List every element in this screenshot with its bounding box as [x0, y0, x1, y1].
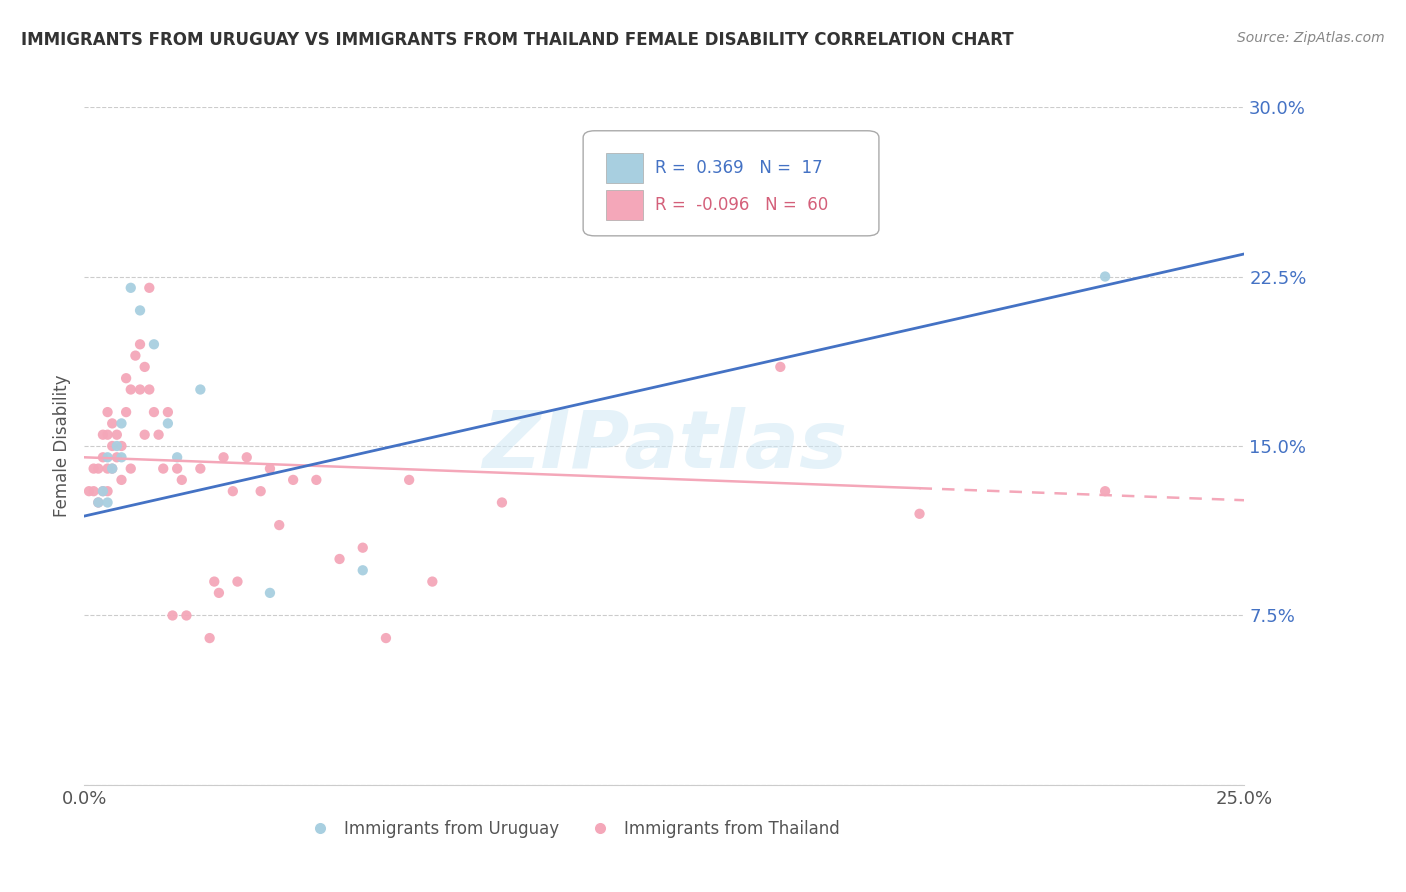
Point — [143, 337, 166, 351]
Text: Source: ZipAtlas.com: Source: ZipAtlas.com — [1237, 31, 1385, 45]
Point — [105, 450, 128, 465]
Point — [208, 586, 231, 600]
Point — [249, 484, 271, 499]
Point — [101, 461, 124, 475]
Point — [329, 552, 352, 566]
Point — [259, 461, 281, 475]
Point — [96, 495, 118, 509]
Text: R =  -0.096   N =  60: R = -0.096 N = 60 — [655, 195, 828, 214]
Point — [87, 495, 110, 509]
Text: ZIPatlas: ZIPatlas — [482, 407, 846, 485]
Point — [202, 574, 225, 589]
Point — [156, 405, 179, 419]
Point — [170, 473, 193, 487]
Point — [908, 507, 931, 521]
Point — [129, 303, 152, 318]
Point — [134, 427, 156, 442]
Point — [281, 473, 305, 487]
Point — [491, 495, 513, 509]
Point — [134, 359, 156, 374]
Point — [259, 586, 281, 600]
Bar — [606, 153, 644, 183]
Point — [422, 574, 444, 589]
Point — [110, 417, 132, 431]
Point — [96, 450, 118, 465]
Point — [138, 383, 160, 397]
Point — [120, 383, 142, 397]
Point — [110, 439, 132, 453]
Point — [152, 461, 174, 475]
Point — [129, 337, 152, 351]
Point — [398, 473, 420, 487]
Legend: Immigrants from Uruguay, Immigrants from Thailand: Immigrants from Uruguay, Immigrants from… — [297, 814, 846, 845]
Point — [96, 484, 118, 499]
Point — [120, 461, 142, 475]
Point — [138, 281, 160, 295]
Point — [198, 631, 221, 645]
Y-axis label: Female Disability: Female Disability — [53, 375, 72, 517]
Point — [143, 405, 166, 419]
Point — [87, 461, 110, 475]
Point — [77, 484, 100, 499]
Point — [105, 439, 128, 453]
Point — [1094, 269, 1116, 284]
Point — [96, 405, 118, 419]
Point — [110, 450, 132, 465]
Point — [176, 608, 198, 623]
FancyBboxPatch shape — [583, 131, 879, 235]
Point — [91, 450, 114, 465]
Point — [1094, 484, 1116, 499]
Point — [188, 383, 212, 397]
Point — [101, 461, 124, 475]
Text: IMMIGRANTS FROM URUGUAY VS IMMIGRANTS FROM THAILAND FEMALE DISABILITY CORRELATIO: IMMIGRANTS FROM URUGUAY VS IMMIGRANTS FR… — [21, 31, 1014, 49]
Point — [305, 473, 328, 487]
Point — [166, 461, 188, 475]
Text: R =  0.369   N =  17: R = 0.369 N = 17 — [655, 159, 823, 177]
Point — [115, 405, 138, 419]
Point — [129, 383, 152, 397]
Bar — [606, 190, 644, 219]
Point — [769, 359, 792, 374]
Point — [162, 608, 184, 623]
Point — [352, 563, 374, 577]
Point — [269, 518, 291, 533]
Point — [115, 371, 138, 385]
Point — [110, 473, 132, 487]
Point — [166, 450, 188, 465]
Point — [212, 450, 235, 465]
Point — [87, 495, 110, 509]
Point — [236, 450, 259, 465]
Point — [96, 427, 118, 442]
Point — [101, 439, 124, 453]
Point — [91, 427, 114, 442]
Point — [124, 349, 146, 363]
Point — [91, 484, 114, 499]
Point — [96, 461, 118, 475]
Point — [105, 427, 128, 442]
Point — [222, 484, 245, 499]
Point — [91, 484, 114, 499]
Point — [188, 461, 212, 475]
Point — [101, 417, 124, 431]
Point — [148, 427, 170, 442]
Point — [352, 541, 374, 555]
Point — [226, 574, 249, 589]
Point — [83, 484, 105, 499]
Point — [120, 281, 142, 295]
Point — [156, 417, 179, 431]
Point — [375, 631, 398, 645]
Point — [83, 461, 105, 475]
